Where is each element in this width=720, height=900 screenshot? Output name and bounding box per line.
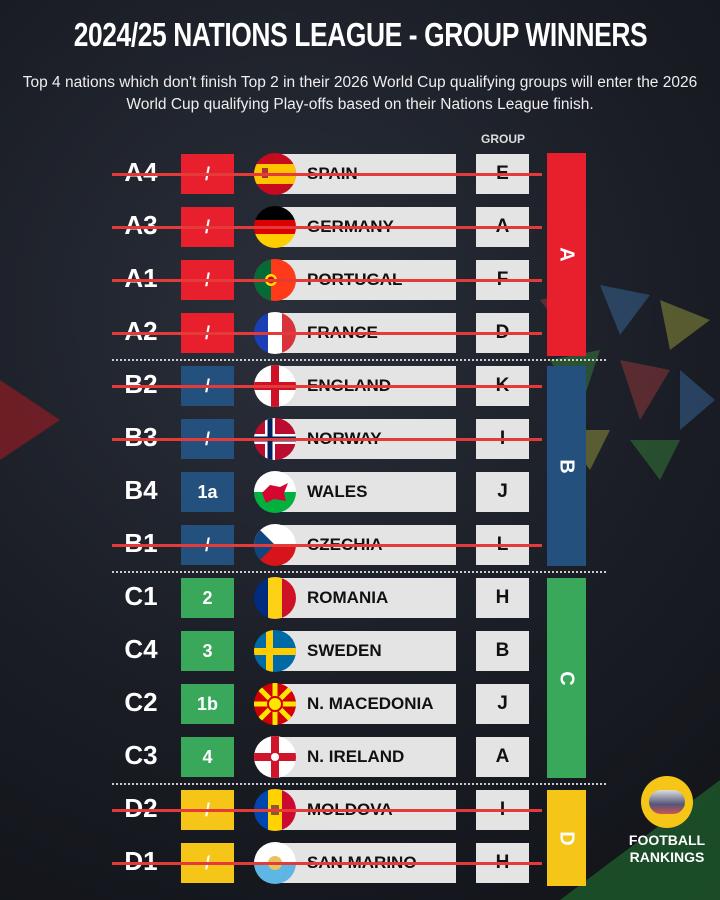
country-name: SWEDEN [275, 631, 456, 671]
page-subtitle: Top 4 nations which don't finish Top 2 i… [22, 74, 698, 113]
group-column-header: GROUP [480, 132, 525, 146]
league-c-bar: C [547, 578, 586, 778]
playoff-position: 3 [181, 631, 234, 671]
wc-qualifying-group: B [476, 631, 529, 671]
football-rankings-logo [641, 776, 693, 828]
playoff-position: 4 [181, 737, 234, 777]
league-rank: A3 [124, 210, 158, 240]
brand-line: FOOTBALL [628, 832, 706, 848]
league-label: A [555, 247, 578, 262]
league-rank: A2 [124, 316, 158, 346]
league-rank: D2 [124, 793, 158, 823]
page-title: 2024/25 NATIONS LEAGUE - GROUP WINNERS [73, 16, 647, 53]
league-rank: B3 [124, 422, 158, 452]
table-row: A1 / PORTUGAL F [0, 259, 720, 301]
league-a-bar: A [547, 153, 586, 356]
table-row: D1 / SAN MARINO H [0, 842, 720, 884]
sweden-flag-icon [254, 630, 296, 672]
wc-qualifying-group: H [476, 578, 529, 618]
wc-qualifying-group: A [476, 737, 529, 777]
table-row: C3 4 N. IRELAND A [0, 736, 720, 778]
divider [112, 359, 606, 361]
table-row: B1 / CZECHIA L [0, 524, 720, 566]
league-rank: C2 [124, 687, 158, 717]
decorative-shape [560, 780, 720, 900]
playoff-position: 2 [181, 578, 234, 618]
league-rank: D1 [124, 846, 158, 876]
country-name: WALES [275, 472, 456, 512]
strikethrough-line [112, 173, 542, 176]
brand-line: RANKINGS [629, 849, 705, 865]
strikethrough-line [112, 226, 542, 229]
league-rank: C4 [124, 634, 158, 664]
decorative-shape [0, 380, 60, 460]
league-rank: C1 [124, 581, 158, 611]
brand-name: FOOTBALL RANKINGS [612, 832, 720, 866]
table-row: D2 / MOLDOVA I [0, 789, 720, 831]
league-b-bar: B [547, 366, 586, 566]
playoff-position: 1a [181, 472, 234, 512]
strikethrough-line [112, 438, 542, 441]
strikethrough-line [112, 332, 542, 335]
strikethrough-line [112, 385, 542, 388]
wales-flag-icon [254, 471, 296, 513]
table-row: B3 / NORWAY I [0, 418, 720, 460]
league-label: C [555, 670, 578, 686]
country-name: N. IRELAND [275, 737, 456, 777]
league-label: D [555, 830, 578, 846]
table-row: A3 / GERMANY A [0, 206, 720, 248]
strikethrough-line [112, 279, 542, 282]
country-name: N. MACEDONIA [275, 684, 456, 724]
league-label: B [555, 458, 578, 474]
table-row: C4 3 SWEDEN B [0, 630, 720, 672]
north-macedonia-flag-icon [254, 683, 296, 725]
table-row: A2 / FRANCE D [0, 312, 720, 354]
strikethrough-line [112, 544, 542, 547]
northern-ireland-flag-icon [254, 736, 296, 778]
romania-flag-icon [254, 577, 296, 619]
czechia-flag-icon [254, 524, 296, 566]
league-rank: C3 [124, 740, 158, 770]
country-name: ROMANIA [275, 578, 456, 618]
wc-qualifying-group: J [476, 684, 529, 724]
wc-qualifying-group: J [476, 472, 529, 512]
league-rank: A4 [124, 157, 158, 187]
table-row: C2 1b N. MACEDONIA J [0, 683, 720, 725]
table-row: B2 / ENGLAND K [0, 365, 720, 407]
league-rank: B1 [124, 528, 158, 558]
table-row: B4 1a WALES J [0, 471, 720, 513]
divider [112, 571, 606, 573]
league-rank: B4 [124, 475, 158, 505]
title-container: 2024/25 NATIONS LEAGUE - GROUP WINNERS [0, 16, 720, 56]
league-rank: B2 [124, 369, 158, 399]
divider [112, 783, 606, 785]
strikethrough-line [112, 862, 542, 865]
league-d-bar: D [547, 790, 586, 886]
strikethrough-line [112, 809, 542, 812]
table-row: C1 2 ROMANIA H [0, 577, 720, 619]
league-rank: A1 [124, 263, 158, 293]
table-row: A4 / SPAIN E [0, 153, 720, 195]
playoff-position: 1b [181, 684, 234, 724]
